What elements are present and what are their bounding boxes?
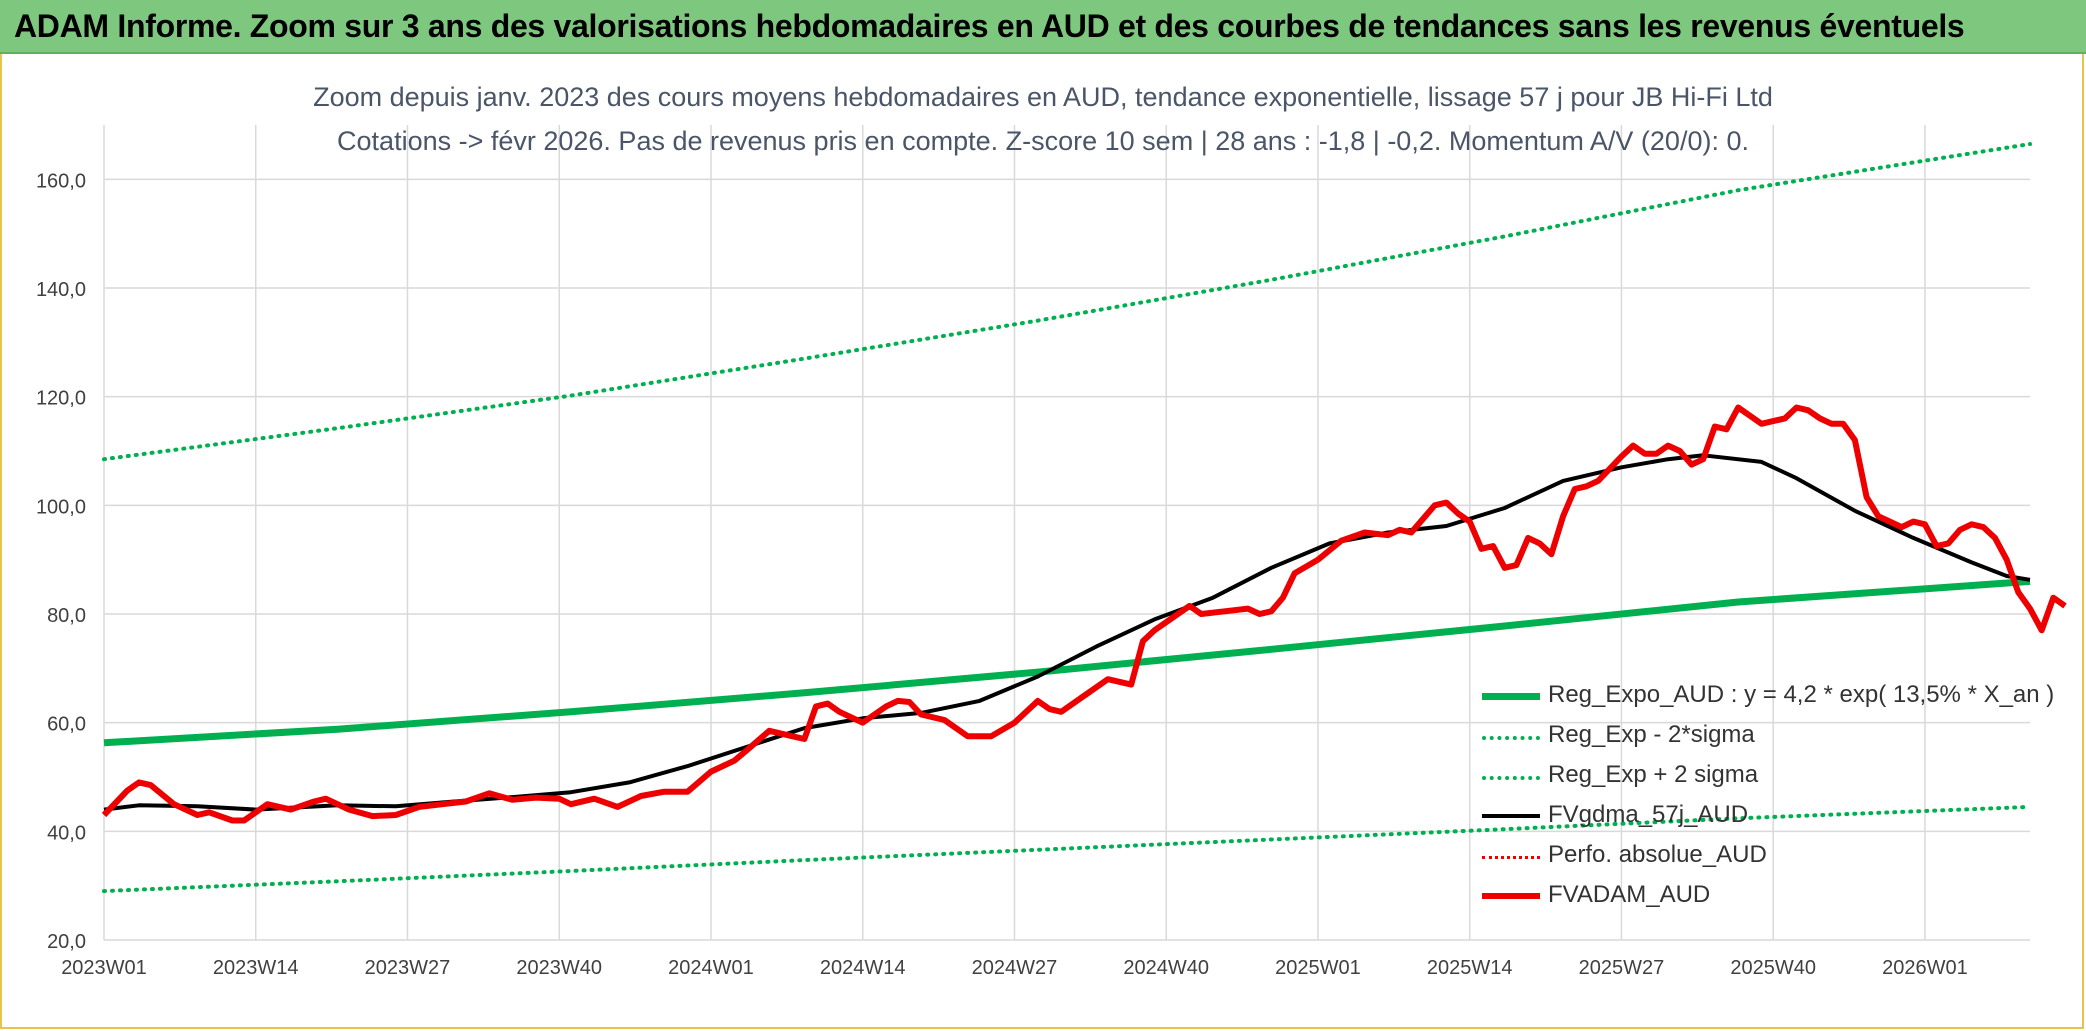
legend-item-reg-minus: Reg_Exp - 2*sigma: [1482, 716, 2042, 756]
x-tick-label: 2023W40: [516, 957, 602, 979]
legend-label: Perfo. absolue_AUD: [1548, 841, 1767, 868]
y-tick-label: 40,0: [47, 822, 86, 844]
x-tick-label: 2024W27: [972, 957, 1058, 979]
chart-frame: [0, 54, 2084, 1029]
y-tick-label: 80,0: [47, 605, 86, 627]
x-tick-label: 2025W27: [1579, 957, 1665, 979]
x-tick-label: 2026W01: [1882, 957, 1968, 979]
y-tick-label: 60,0: [47, 714, 86, 736]
legend-item-perfo: Perfo. absolue_AUD: [1482, 836, 2042, 876]
x-tick-label: 2024W01: [668, 957, 754, 979]
report-title: ADAM Informe. Zoom sur 3 ans des valoris…: [14, 8, 1965, 44]
legend-swatch-solid-green: [1482, 693, 1540, 700]
x-tick-label: 2025W01: [1275, 957, 1361, 979]
series-reg-exp-line: [102, 142, 2032, 462]
legend-item-reg-plus: Reg_Exp + 2 sigma: [1482, 756, 2042, 796]
legend-swatch-dotted-red: [1482, 856, 1540, 859]
legend-label: Reg_Expo_AUD : y = 4,2 * exp( 13,5% * X_…: [1548, 681, 2055, 708]
y-tick-label: 20,0: [47, 931, 86, 953]
legend-label: Reg_Exp + 2 sigma: [1548, 761, 1759, 788]
legend-label: FVgdma_57j_AUD: [1548, 801, 1749, 828]
legend-swatch-solid-red: [1482, 893, 1540, 899]
y-tick-label: 160,0: [36, 170, 86, 192]
y-tick-label: 100,0: [36, 496, 86, 518]
y-tick-label: 120,0: [36, 388, 86, 410]
x-tick-label: 2025W14: [1427, 957, 1513, 979]
series-reg-exp-line: [102, 804, 2032, 894]
chart-legend: Reg_Expo_AUD : y = 4,2 * exp( 13,5% * X_…: [1482, 676, 2054, 916]
series-reg-expo-aud-line: [103, 577, 2031, 747]
legend-item-fvadam: FVADAM_AUD: [1482, 876, 2042, 916]
x-tick-label: 2024W14: [820, 957, 906, 979]
series-fvadam-aud-line: [101, 404, 2067, 824]
legend-label: FVADAM_AUD: [1548, 881, 1711, 908]
legend-item-fvgdma: FVgdma_57j_AUD: [1482, 796, 2042, 836]
x-tick-label: 2023W01: [61, 957, 147, 979]
x-tick-label: 2024W40: [1123, 957, 1209, 979]
report-banner: ADAM Informe. Zoom sur 3 ans des valoris…: [0, 0, 2086, 54]
x-tick-label: 2023W27: [365, 957, 451, 979]
chart-title-line-2: Cotations -> févr 2026. Pas de revenus p…: [337, 126, 1749, 156]
y-tick-label: 140,0: [36, 279, 86, 301]
x-tick-label: 2025W40: [1730, 957, 1816, 979]
legend-swatch-solid-black: [1482, 814, 1540, 818]
legend-swatch-dotted-green: [1482, 776, 1540, 780]
legend-swatch-dotted-green: [1482, 736, 1540, 740]
chart-title-line-1: Zoom depuis janv. 2023 des cours moyens …: [313, 82, 1773, 112]
x-tick-label: 2023W14: [213, 957, 299, 979]
legend-label: Reg_Exp - 2*sigma: [1548, 721, 1755, 748]
legend-item-reg-expo: Reg_Expo_AUD : y = 4,2 * exp( 13,5% * X_…: [1482, 676, 2054, 716]
